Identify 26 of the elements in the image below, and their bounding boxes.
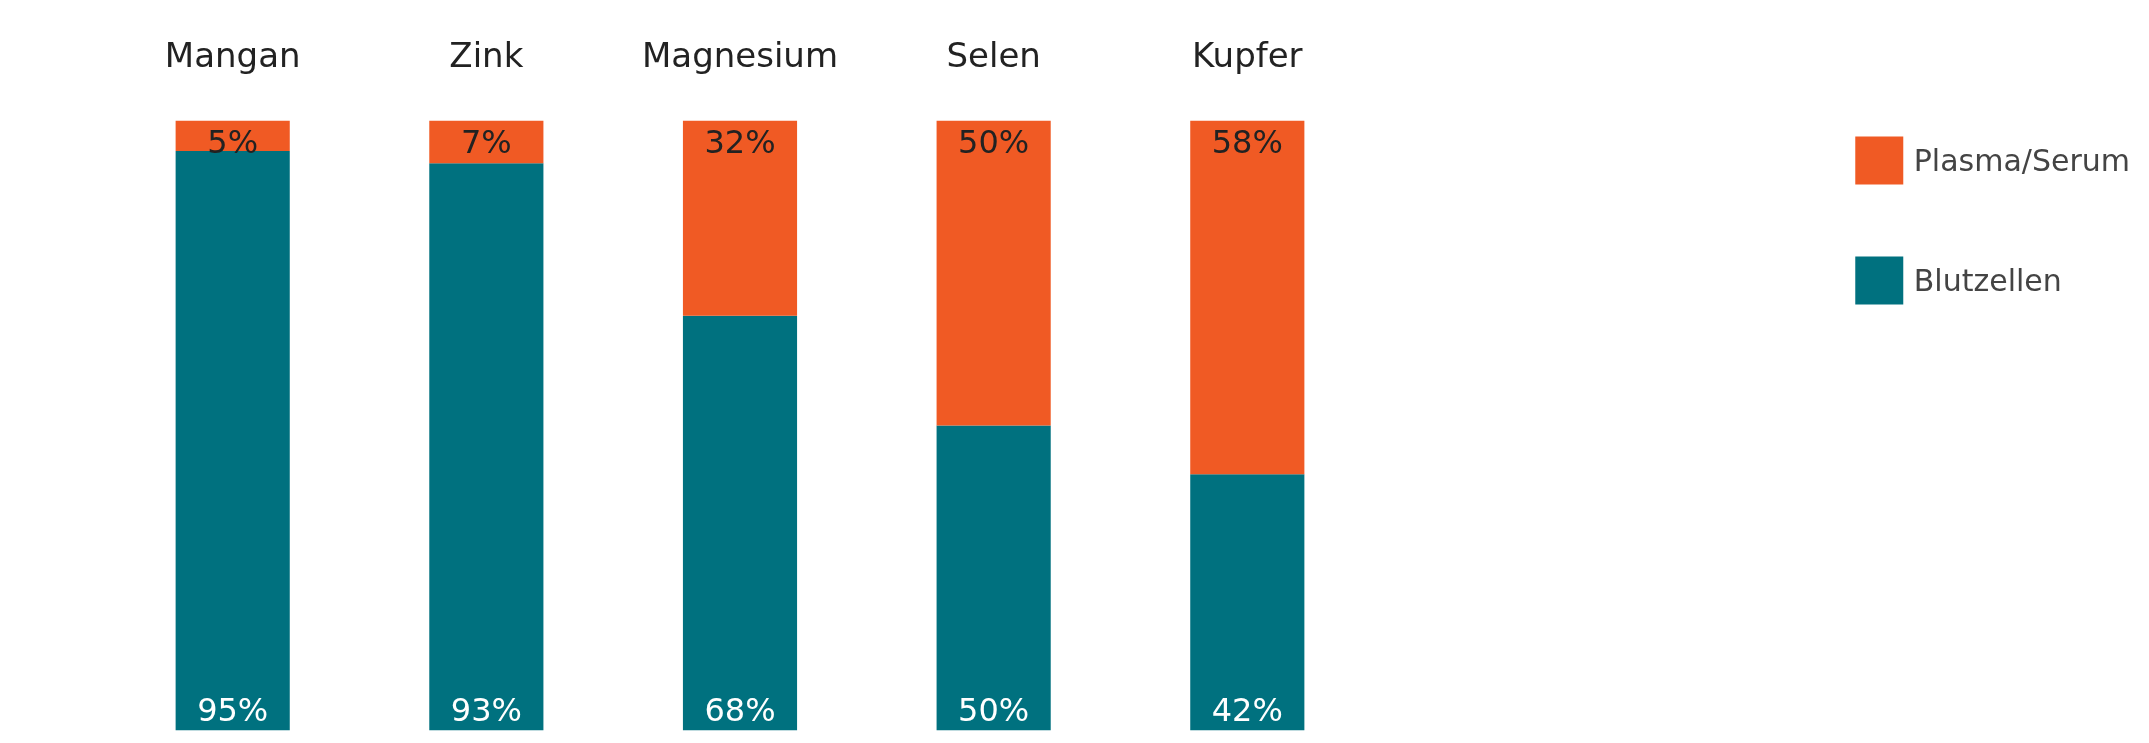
x-tick-label: Mangan [164,34,301,75]
data-label: 93% [450,690,522,729]
data-label: 5% [207,122,259,161]
bar [175,151,290,731]
x-tick-label: Magnesium [641,34,839,75]
x-tick-label: Selen [946,34,1041,75]
bar [682,120,798,316]
data-label: 32% [704,122,776,161]
data-label: 95% [197,690,269,729]
bar [1190,474,1305,731]
bar [936,120,1051,426]
bar [429,163,544,731]
legend-label: Blutzellen [1913,262,2062,298]
x-tick-label: Zink [449,34,524,75]
data-label: 50% [958,690,1030,729]
data-label: 50% [958,122,1030,161]
bar [936,425,1051,731]
data-label: 58% [1211,122,1283,161]
legend-label: Plasma/Serum [1913,142,2130,178]
bar [682,315,798,731]
bar [429,120,544,164]
x-tick-label: Kupfer [1192,34,1303,75]
bar [1190,120,1305,475]
data-label: 7% [460,122,512,161]
data-label: 42% [1211,690,1283,729]
data-label: 68% [704,690,776,729]
